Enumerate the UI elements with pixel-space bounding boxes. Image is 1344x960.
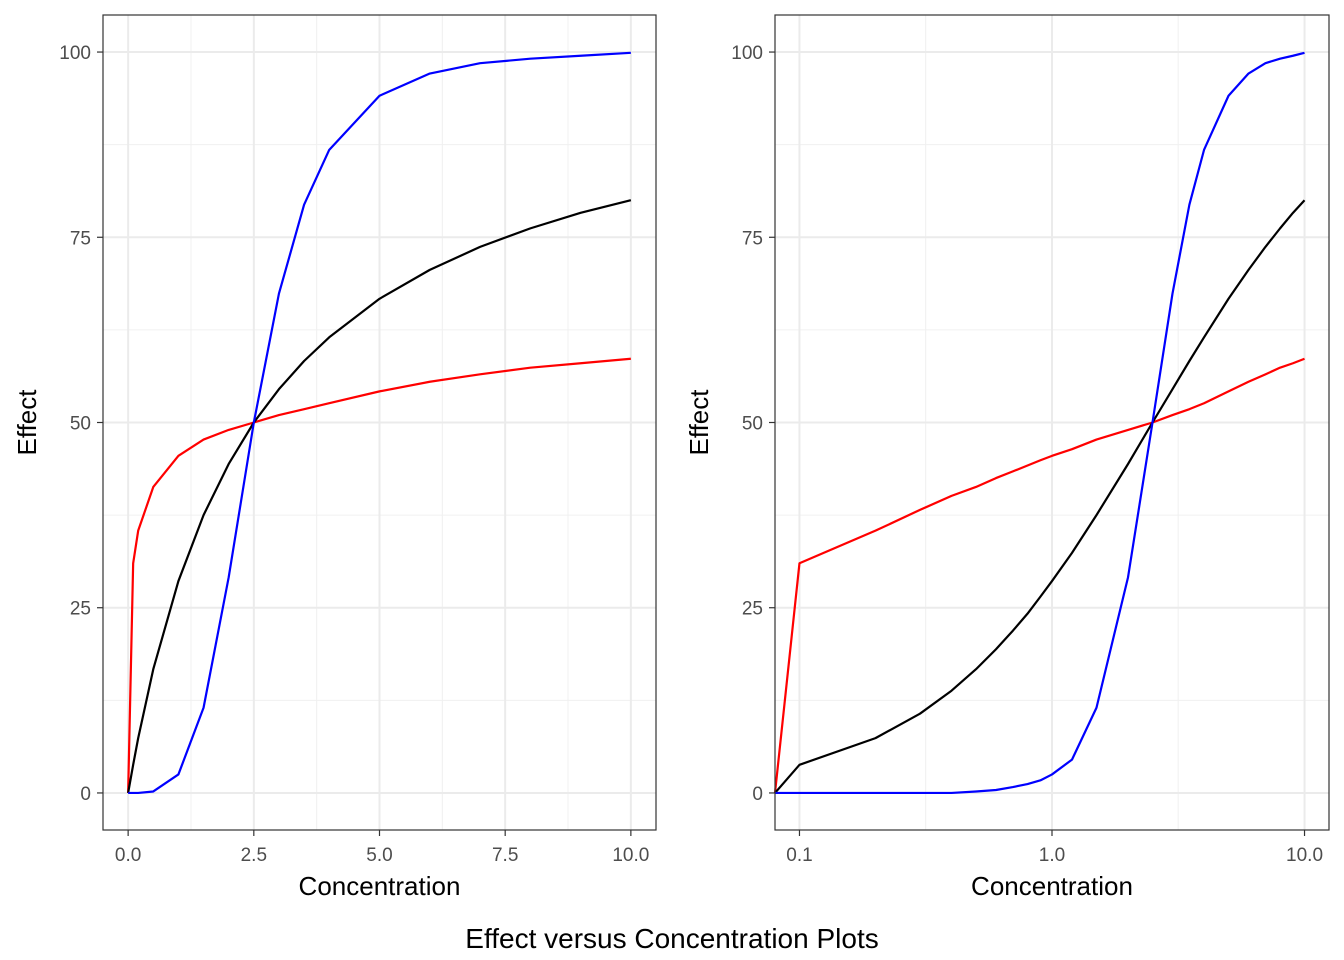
- left-panel-linear: 0.0 2.5 5.0 7.5 10.0 0 25 50 75 100 Concentration E…: [12, 14, 657, 901]
- x-tick-label: 0.0: [115, 845, 141, 866]
- x-tick-label: 5.0: [366, 845, 392, 866]
- series-line-red: [127, 357, 631, 793]
- y-tick-label: 0: [80, 784, 91, 805]
- x-axis-title: Concentration: [299, 871, 461, 901]
- x-tick-label: 10.0: [1286, 845, 1323, 866]
- series-line-blue: [128, 51, 631, 795]
- x-tick-label: 1.0: [1039, 845, 1065, 866]
- y-tick-label: 25: [70, 599, 91, 620]
- y-tick-label: 50: [742, 414, 763, 435]
- y-axis-title: Effect: [684, 389, 714, 456]
- y-tick-label: 75: [742, 228, 763, 249]
- series-line-blue: [775, 51, 1305, 795]
- y-tick-label: 25: [742, 599, 763, 620]
- y-tick-label: 100: [731, 43, 763, 64]
- y-tick-label: 75: [70, 228, 91, 249]
- series-line-black: [774, 199, 1306, 794]
- figure-caption: Effect versus Concentration Plots: [465, 923, 878, 954]
- y-axis-title: Effect: [12, 389, 42, 456]
- x-tick-label: 0.1: [786, 845, 812, 866]
- series-line-red: [773, 357, 1305, 794]
- y-tick-label: 0: [752, 784, 763, 805]
- right-panel-log: 0.1 1.0 10.0 0 25 50 75 100 Concentration Effect: [684, 14, 1330, 901]
- y-tick-label: 100: [59, 43, 91, 64]
- series-line-black: [127, 199, 632, 794]
- y-tick-label: 50: [70, 414, 91, 435]
- x-tick-label: 2.5: [241, 845, 267, 866]
- x-tick-label: 10.0: [612, 845, 649, 866]
- x-axis-title: Concentration: [971, 871, 1133, 901]
- x-tick-label: 7.5: [492, 845, 518, 866]
